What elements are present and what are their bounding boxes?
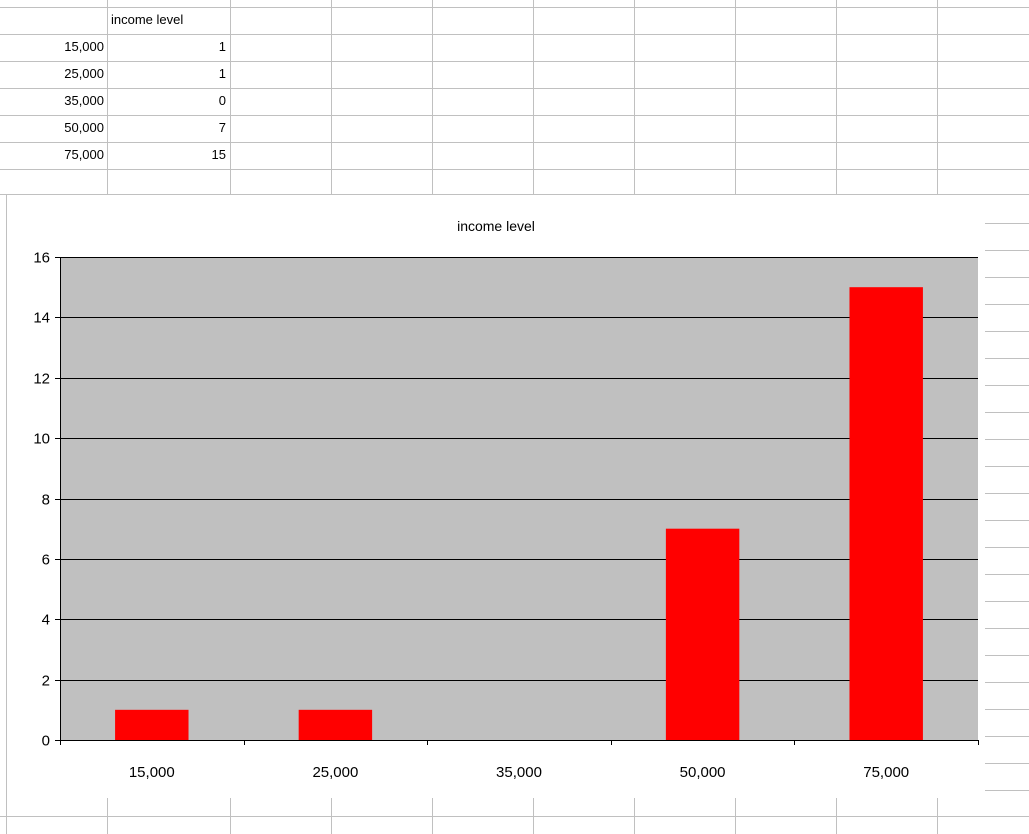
value-cell[interactable]: 0 xyxy=(218,93,226,108)
y-tick-label: 0 xyxy=(42,733,50,750)
value-cell[interactable]: 1 xyxy=(218,39,226,54)
y-tick-label: 2 xyxy=(42,673,50,690)
bar[interactable] xyxy=(849,287,923,740)
y-tick-label: 6 xyxy=(42,552,50,569)
column-header-income-level[interactable]: income level xyxy=(111,12,184,27)
row-label-cell[interactable]: 35,000 xyxy=(64,93,104,108)
y-tick-label: 10 xyxy=(33,431,50,448)
y-tick-label: 8 xyxy=(42,492,50,509)
x-tick-label: 75,000 xyxy=(863,764,909,781)
value-cell[interactable]: 1 xyxy=(218,66,226,81)
row-label-cell[interactable]: 25,000 xyxy=(64,66,104,81)
x-tick-label: 15,000 xyxy=(129,764,175,781)
chart-title: income level xyxy=(457,218,535,234)
y-tick-label: 16 xyxy=(33,250,50,267)
value-cell[interactable]: 15 xyxy=(211,147,226,162)
x-tick-label: 25,000 xyxy=(312,764,358,781)
y-tick-label: 4 xyxy=(42,612,50,629)
y-tick-label: 12 xyxy=(33,371,50,388)
row-label-cell[interactable]: 75,000 xyxy=(64,147,104,162)
row-label-cell[interactable]: 50,000 xyxy=(64,120,104,135)
x-tick-label: 50,000 xyxy=(680,764,726,781)
row-label-cell[interactable]: 15,000 xyxy=(64,39,104,54)
value-cell[interactable]: 7 xyxy=(218,120,226,135)
plot-area[interactable] xyxy=(60,257,978,740)
y-tick-label: 14 xyxy=(33,310,50,327)
bar[interactable] xyxy=(665,528,740,740)
bar[interactable] xyxy=(115,709,189,740)
bar[interactable] xyxy=(298,709,373,740)
x-tick-label: 35,000 xyxy=(496,764,542,781)
